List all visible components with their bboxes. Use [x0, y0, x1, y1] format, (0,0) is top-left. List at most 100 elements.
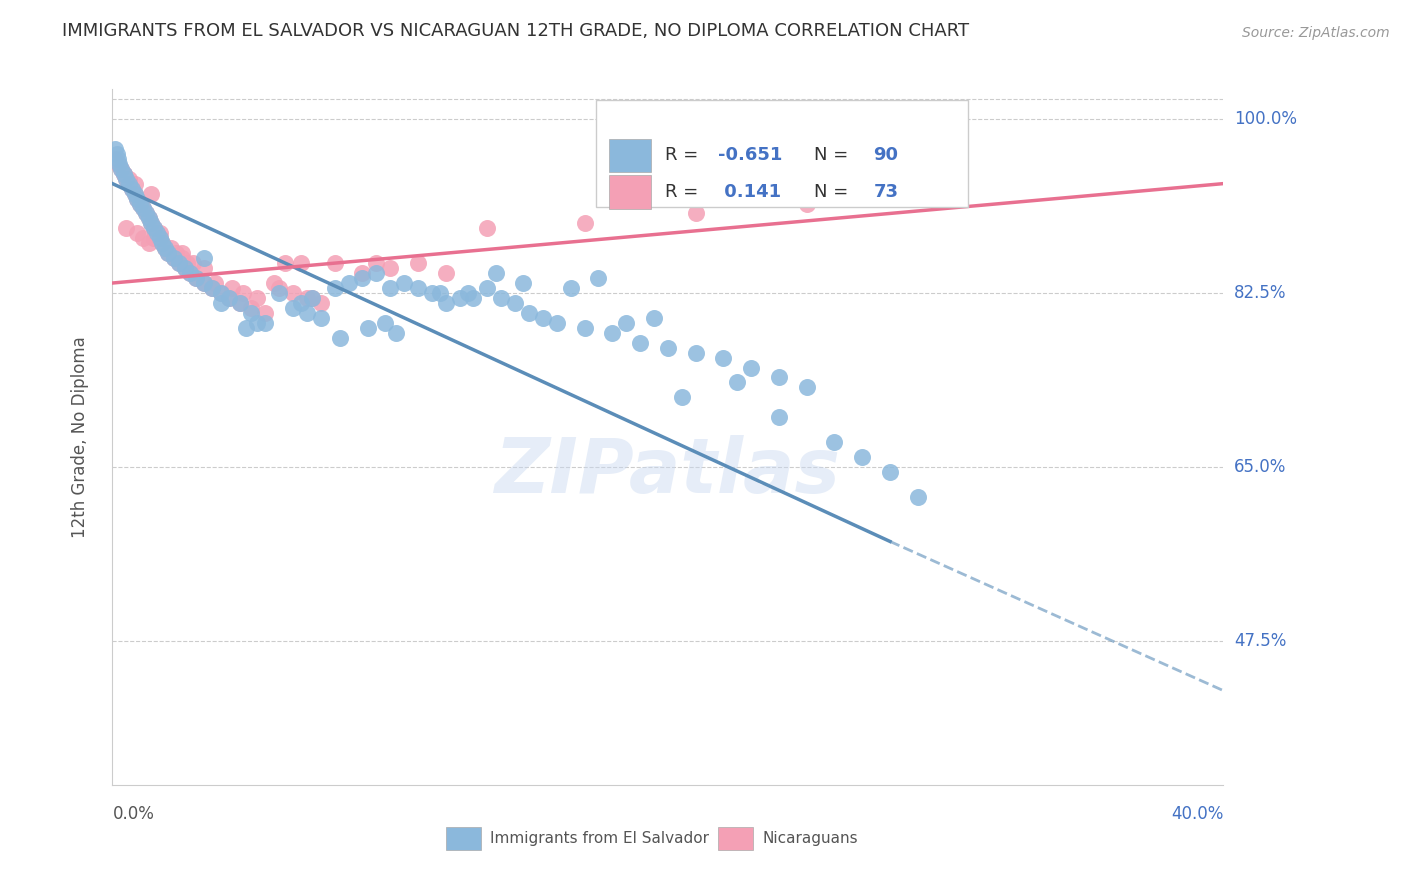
Point — [115, 171, 138, 186]
Text: 0.0%: 0.0% — [112, 805, 155, 822]
Point — [218, 291, 240, 305]
Point — [127, 192, 149, 206]
Point — [574, 320, 596, 334]
Point — [152, 236, 174, 251]
Point — [129, 196, 152, 211]
Point — [560, 281, 582, 295]
Point — [201, 281, 224, 295]
Point — [254, 306, 277, 320]
Point — [127, 192, 149, 206]
Point — [149, 227, 172, 241]
Point — [457, 285, 479, 300]
Bar — [446, 828, 481, 850]
Point — [232, 285, 254, 300]
Point — [176, 256, 198, 270]
Point — [129, 196, 152, 211]
Point — [352, 271, 374, 285]
Point — [179, 266, 201, 280]
Point — [143, 231, 166, 245]
Point — [851, 450, 873, 464]
Point — [323, 256, 346, 270]
Point — [240, 306, 263, 320]
Point — [374, 316, 396, 330]
Point — [517, 306, 540, 320]
Bar — [609, 138, 651, 172]
Point — [155, 241, 177, 255]
Point — [420, 285, 443, 300]
Point — [434, 296, 457, 310]
Point — [907, 122, 929, 136]
Point — [179, 266, 201, 280]
Point — [588, 271, 610, 285]
Point — [768, 370, 790, 384]
Point — [449, 291, 471, 305]
Point — [685, 206, 707, 220]
Text: 65.0%: 65.0% — [1234, 458, 1286, 476]
Text: Nicaraguans: Nicaraguans — [762, 831, 858, 846]
Point — [112, 167, 135, 181]
Point — [104, 142, 127, 156]
Point — [337, 276, 360, 290]
Point — [162, 251, 184, 265]
Point — [204, 276, 226, 290]
Point — [477, 281, 499, 295]
Point — [167, 256, 190, 270]
Point — [725, 376, 748, 390]
Point — [713, 351, 735, 365]
Point — [221, 281, 243, 295]
Point — [503, 296, 526, 310]
Point — [614, 316, 637, 330]
Point — [157, 246, 180, 260]
Point — [392, 276, 415, 290]
Text: Immigrants from El Salvador: Immigrants from El Salvador — [491, 831, 709, 846]
Text: R =: R = — [665, 183, 703, 202]
Text: ZIPatlas: ZIPatlas — [495, 435, 841, 508]
Bar — [609, 176, 651, 209]
Point — [273, 256, 295, 270]
Point — [167, 256, 190, 270]
Point — [531, 310, 554, 325]
Point — [301, 291, 323, 305]
Point — [740, 360, 762, 375]
Point — [229, 296, 252, 310]
Point — [157, 246, 180, 260]
Point — [380, 261, 402, 276]
Point — [796, 196, 818, 211]
Point — [141, 186, 163, 201]
Text: 0.141: 0.141 — [718, 183, 780, 202]
Point — [138, 211, 160, 226]
Point — [135, 206, 157, 220]
Point — [512, 276, 534, 290]
Point — [671, 390, 693, 404]
Point — [209, 296, 232, 310]
Point — [235, 320, 257, 334]
Point — [602, 326, 624, 340]
Text: 40.0%: 40.0% — [1171, 805, 1223, 822]
Point — [115, 221, 138, 235]
Text: 100.0%: 100.0% — [1234, 110, 1298, 128]
Point — [263, 276, 285, 290]
Point — [229, 296, 252, 310]
Text: Source: ZipAtlas.com: Source: ZipAtlas.com — [1243, 27, 1389, 40]
Text: IMMIGRANTS FROM EL SALVADOR VS NICARAGUAN 12TH GRADE, NO DIPLOMA CORRELATION CHA: IMMIGRANTS FROM EL SALVADOR VS NICARAGUA… — [62, 22, 970, 40]
Text: 73: 73 — [873, 183, 898, 202]
Point — [366, 266, 388, 280]
Bar — [718, 828, 754, 850]
Point — [463, 291, 485, 305]
Point — [184, 271, 207, 285]
Point — [796, 380, 818, 394]
Text: 47.5%: 47.5% — [1234, 632, 1286, 650]
Point — [267, 281, 291, 295]
Point — [477, 221, 499, 235]
Point — [209, 285, 232, 300]
Point — [121, 181, 143, 195]
Point — [290, 256, 312, 270]
Point — [118, 171, 141, 186]
Point — [162, 251, 184, 265]
Point — [170, 251, 193, 265]
Point — [115, 171, 138, 186]
Point — [768, 410, 790, 425]
Point — [121, 181, 143, 195]
Point — [357, 320, 380, 334]
Point — [184, 271, 207, 285]
